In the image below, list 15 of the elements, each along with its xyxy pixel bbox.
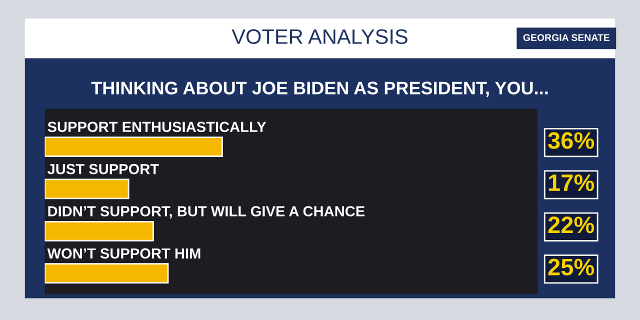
bar — [44, 263, 169, 284]
data-label: 36% — [548, 132, 594, 149]
bar — [44, 178, 130, 200]
y-tick-label: WON’T SUPPORT HIM — [47, 248, 200, 259]
y-tick-label: JUST SUPPORT — [47, 164, 159, 174]
y-tick-label: DIDN’T SUPPORT, BUT WILL GIVE A CHANCE — [48, 206, 365, 219]
y-tick-label: SUPPORT ENTHUSIASTICALLY — [48, 122, 266, 132]
chart-title: THINKING ABOUT JOE BIDEN AS PRESIDENT, YOU... — [91, 82, 548, 98]
bar — [44, 136, 223, 157]
data-label: 22% — [548, 216, 594, 234]
text: VOTER ANALYSIS — [232, 29, 408, 44]
text: GEORGIA SENATE — [523, 34, 610, 42]
data-label: 25% — [548, 258, 594, 276]
data-label: 17% — [548, 174, 594, 192]
bar — [44, 220, 154, 242]
